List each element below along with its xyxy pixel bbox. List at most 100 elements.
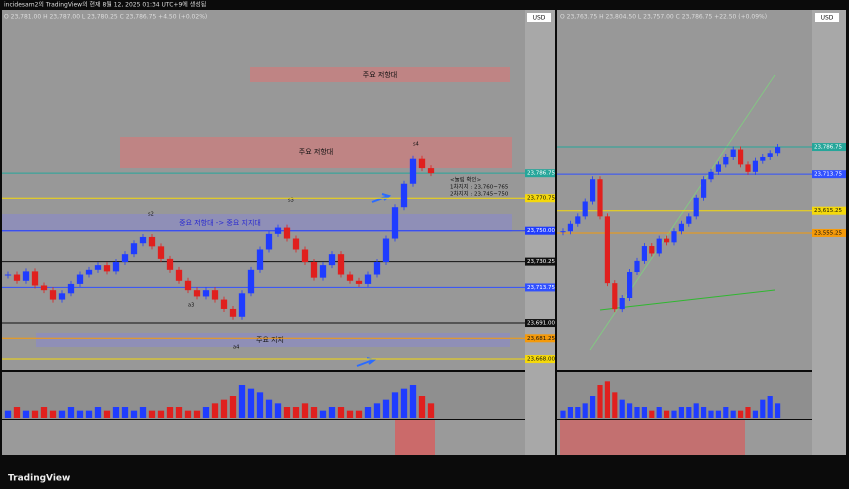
price-tag	[525, 194, 555, 203]
volume-bar	[148, 410, 156, 418]
osc-zone	[560, 420, 745, 455]
candle	[238, 293, 246, 317]
price-tag	[525, 319, 555, 328]
candle	[612, 283, 618, 310]
note: <눌림 확인>	[450, 176, 482, 184]
candle	[355, 280, 363, 284]
candle	[229, 308, 237, 317]
candle	[627, 272, 633, 298]
left-osc-pane	[2, 420, 525, 455]
candle	[575, 216, 581, 224]
price-tag-label: 23,691.00	[527, 321, 555, 327]
volume-bar	[202, 407, 210, 418]
candle	[373, 262, 381, 275]
candle	[121, 254, 129, 262]
volume-bar	[229, 396, 237, 418]
candle	[40, 285, 48, 291]
currency-button[interactable]	[527, 13, 551, 22]
brand: TradingView	[8, 474, 70, 484]
volume-bar	[256, 392, 264, 418]
zone-label: 주요 저항대	[363, 70, 397, 79]
candle	[337, 254, 345, 275]
candle	[256, 249, 264, 270]
volume-bar	[723, 407, 729, 418]
volume-bar	[238, 385, 246, 418]
volume-bar	[274, 403, 282, 418]
candle	[678, 223, 684, 232]
candle	[220, 299, 228, 309]
resistance-zone	[120, 137, 512, 168]
volume-bar	[382, 399, 390, 418]
wave-mark: a4	[233, 345, 239, 351]
candle	[567, 223, 573, 232]
note: 1차지지 : 23,760~765	[450, 183, 509, 191]
candle	[22, 271, 30, 281]
candle	[752, 160, 758, 172]
price-tag-label: 23,668.00	[527, 357, 555, 363]
volume-bar	[619, 399, 625, 418]
price-tag-label: 23,713.75	[527, 285, 555, 291]
currency[interactable]: USD	[533, 15, 546, 22]
volume-bar	[391, 392, 399, 418]
candle	[686, 216, 692, 224]
volume-bar	[328, 407, 336, 418]
wave-mark: a3	[188, 303, 194, 309]
volume-bar	[112, 407, 120, 418]
volume-bar	[760, 399, 766, 418]
candle	[418, 158, 426, 169]
volume-bar	[752, 410, 758, 418]
candle	[67, 283, 75, 294]
candle	[701, 179, 707, 198]
volume-bar	[166, 407, 174, 418]
volume-bar	[738, 410, 744, 418]
volume-bar	[409, 385, 417, 418]
volume-bar	[364, 407, 372, 418]
candle	[656, 238, 662, 254]
volume-bar	[627, 403, 633, 418]
candle	[94, 265, 102, 270]
candle	[310, 262, 318, 278]
price-tag-label: 23,555.25	[814, 230, 842, 236]
volume-bar	[634, 407, 640, 418]
candle	[664, 238, 670, 243]
candle	[597, 179, 603, 217]
candle	[730, 149, 736, 157]
candle	[409, 158, 417, 184]
right-volume-pane	[557, 372, 812, 419]
volume-bar	[22, 410, 30, 418]
price-tag	[812, 228, 846, 237]
right-pane	[557, 10, 812, 370]
price-tag	[525, 334, 555, 343]
volume-bar	[220, 399, 228, 418]
volume-bar	[708, 410, 714, 418]
ma-line	[599, 289, 776, 311]
candle	[619, 298, 625, 310]
candle	[400, 183, 408, 208]
candle	[641, 246, 647, 261]
left-legend: O 23,781.00 H 23,787.00 L 23,780.25 C 23…	[4, 14, 207, 21]
candle	[4, 274, 12, 276]
volume-bar	[4, 410, 12, 418]
volume-bar	[671, 410, 677, 418]
price-tag	[525, 226, 555, 235]
volume-bar	[715, 410, 721, 418]
volume-bar	[427, 403, 435, 418]
candle	[157, 246, 165, 259]
price-tag-label: 23,786.75	[814, 145, 842, 151]
volume-bar	[373, 403, 381, 418]
currency-button[interactable]	[815, 13, 839, 22]
volume-bar	[31, 410, 39, 418]
candle	[671, 231, 677, 243]
price-tag	[525, 355, 555, 364]
price-tag-label: 23,750.00	[527, 228, 555, 234]
candle	[767, 153, 773, 157]
volume-bar	[184, 410, 192, 418]
candle	[693, 197, 699, 217]
candle	[58, 293, 66, 300]
candle	[112, 262, 120, 272]
volume-bar	[575, 407, 581, 418]
candle	[103, 265, 111, 272]
price-tag	[525, 257, 555, 266]
currency[interactable]: USD	[821, 15, 834, 22]
volume-bar	[346, 410, 354, 418]
